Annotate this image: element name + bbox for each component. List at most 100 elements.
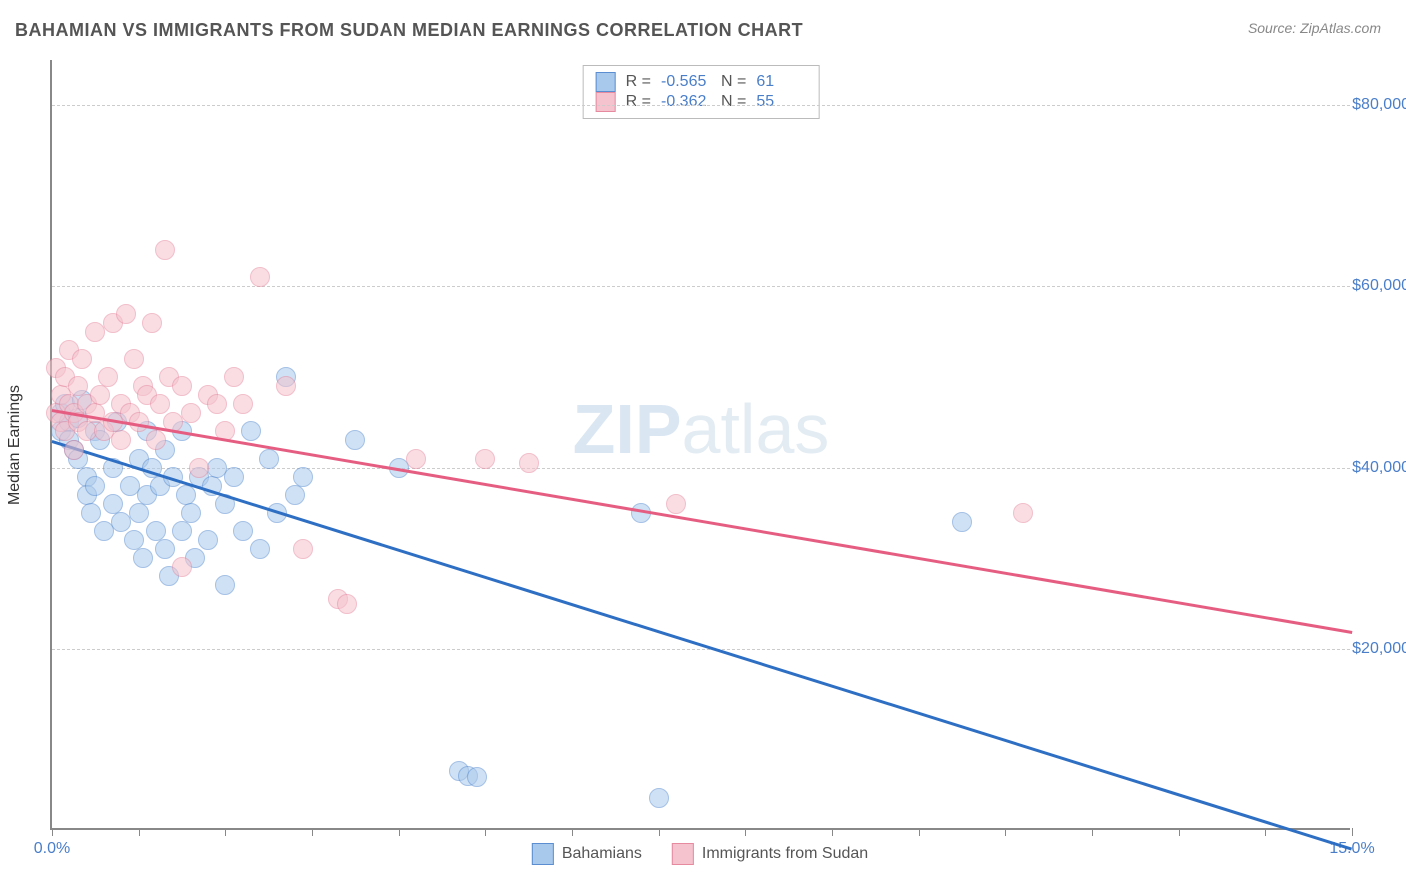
scatter-point <box>233 521 253 541</box>
watermark: ZIPatlas <box>573 389 830 469</box>
x-tick <box>745 828 746 836</box>
scatter-point <box>293 467 313 487</box>
source-attribution: Source: ZipAtlas.com <box>1248 20 1381 36</box>
r-value: -0.362 <box>661 93 711 111</box>
scatter-point <box>155 240 175 260</box>
scatter-point <box>224 467 244 487</box>
scatter-point <box>116 304 136 324</box>
scatter-point <box>176 485 196 505</box>
correlation-stats-box: R = -0.565 N = 61 R = -0.362 N = 55 <box>583 65 820 119</box>
legend-item: Immigrants from Sudan <box>672 843 868 865</box>
y-tick-label: $60,000 <box>1330 277 1406 295</box>
x-tick <box>659 828 660 836</box>
chart-title: BAHAMIAN VS IMMIGRANTS FROM SUDAN MEDIAN… <box>15 20 803 41</box>
scatter-point <box>224 367 244 387</box>
legend-item: Bahamians <box>532 843 642 865</box>
scatter-point <box>189 458 209 478</box>
scatter-point <box>146 521 166 541</box>
gridline <box>52 286 1350 287</box>
scatter-point <box>72 349 92 369</box>
x-tick <box>1005 828 1006 836</box>
x-tick <box>225 828 226 836</box>
y-axis-label: Median Earnings <box>6 385 24 505</box>
plot-area: ZIPatlas R =-0.565N =61R =-0.362N =55 $2… <box>50 60 1350 830</box>
scatter-point <box>215 575 235 595</box>
scatter-point <box>155 539 175 559</box>
gridline <box>52 649 1350 650</box>
gridline <box>52 105 1350 106</box>
r-label: R = <box>626 73 651 91</box>
legend-swatch <box>532 843 554 865</box>
stat-row: R = -0.362 N = 55 <box>596 92 807 112</box>
scatter-point <box>181 503 201 523</box>
x-tick <box>1265 828 1266 836</box>
y-tick-label: $80,000 <box>1330 96 1406 114</box>
scatter-point <box>124 349 144 369</box>
scatter-point <box>124 530 144 550</box>
scatter-point <box>85 476 105 496</box>
stat-row: R = -0.565 N = 61 <box>596 72 807 92</box>
x-tick-label: 0.0% <box>34 840 70 858</box>
scatter-point <box>150 394 170 414</box>
y-tick-label: $20,000 <box>1330 640 1406 658</box>
gridline <box>52 468 1350 469</box>
scatter-point <box>172 376 192 396</box>
scatter-point <box>285 485 305 505</box>
scatter-point <box>98 367 118 387</box>
scatter-point <box>649 788 669 808</box>
scatter-point <box>952 512 972 532</box>
x-tick <box>919 828 920 836</box>
scatter-point <box>467 767 487 787</box>
scatter-point <box>133 548 153 568</box>
scatter-point <box>241 421 261 441</box>
chart-container: Median Earnings ZIPatlas R =-0.565N =61R… <box>50 60 1350 830</box>
scatter-point <box>64 440 84 460</box>
series-swatch <box>596 72 616 92</box>
x-tick <box>832 828 833 836</box>
scatter-point <box>276 376 296 396</box>
scatter-point <box>345 430 365 450</box>
legend-label: Immigrants from Sudan <box>702 845 868 863</box>
n-value: 61 <box>756 73 806 91</box>
r-value: -0.565 <box>661 73 711 91</box>
y-tick-label: $40,000 <box>1330 459 1406 477</box>
scatter-point <box>259 449 279 469</box>
n-label: N = <box>721 93 746 111</box>
scatter-point <box>198 530 218 550</box>
n-value: 55 <box>756 93 806 111</box>
x-tick <box>485 828 486 836</box>
scatter-point <box>666 494 686 514</box>
scatter-point <box>90 385 110 405</box>
scatter-point <box>172 557 192 577</box>
scatter-point <box>181 403 201 423</box>
r-label: R = <box>626 93 651 111</box>
x-tick <box>139 828 140 836</box>
scatter-point <box>293 539 313 559</box>
legend-swatch <box>672 843 694 865</box>
scatter-point <box>250 267 270 287</box>
scatter-point <box>129 503 149 523</box>
x-tick <box>399 828 400 836</box>
x-tick <box>52 828 53 836</box>
scatter-point <box>207 394 227 414</box>
scatter-point <box>81 503 101 523</box>
scatter-point <box>475 449 495 469</box>
scatter-point <box>111 430 131 450</box>
scatter-point <box>172 521 192 541</box>
n-label: N = <box>721 73 746 91</box>
scatter-point <box>68 376 88 396</box>
scatter-point <box>250 539 270 559</box>
x-tick <box>1179 828 1180 836</box>
scatter-point <box>519 453 539 473</box>
scatter-point <box>1013 503 1033 523</box>
x-tick <box>312 828 313 836</box>
scatter-point <box>406 449 426 469</box>
scatter-point <box>337 594 357 614</box>
x-tick <box>1092 828 1093 836</box>
scatter-point <box>103 494 123 514</box>
series-swatch <box>596 92 616 112</box>
x-tick <box>572 828 573 836</box>
scatter-point <box>142 313 162 333</box>
trend-line <box>52 441 1353 851</box>
x-tick <box>1352 828 1353 836</box>
